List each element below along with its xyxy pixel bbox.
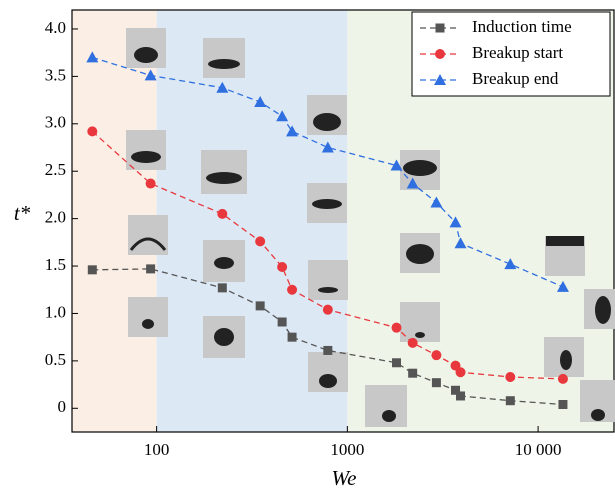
series-line bbox=[92, 56, 564, 288]
thumbnail-blob bbox=[382, 410, 396, 422]
marker bbox=[255, 301, 265, 311]
marker bbox=[449, 216, 462, 228]
thumbnail-blob bbox=[318, 287, 338, 293]
thumbnail-blob bbox=[313, 113, 341, 131]
marker bbox=[145, 178, 156, 189]
marker bbox=[451, 385, 461, 395]
x-tick-label: 1000 bbox=[330, 440, 364, 459]
marker bbox=[556, 280, 569, 292]
marker bbox=[407, 337, 418, 348]
legend-label: Induction time bbox=[472, 17, 572, 36]
thumbnail-blob bbox=[415, 332, 425, 338]
thumbnail-blob bbox=[403, 160, 437, 176]
thumbnail-blob bbox=[319, 374, 337, 388]
legend-marker bbox=[434, 74, 446, 85]
y-tick-label: 0.5 bbox=[45, 350, 66, 369]
marker bbox=[277, 317, 287, 327]
legend-marker bbox=[435, 49, 445, 59]
y-tick-label: 4.0 bbox=[45, 18, 66, 37]
thumbnail-blob bbox=[206, 172, 242, 184]
x-tick-label: 10 000 bbox=[515, 440, 562, 459]
marker bbox=[217, 283, 227, 293]
thumbnail-blob bbox=[591, 409, 605, 421]
thumbnail bbox=[128, 297, 168, 337]
thumbnail-blob bbox=[312, 199, 342, 209]
marker bbox=[505, 396, 515, 406]
thumbnails bbox=[126, 28, 615, 427]
marker bbox=[287, 332, 297, 342]
axes: 100 1000 10 000 0 0.5 1.0 1.5 2.0 2.5 3.0 3.5 4.0 bbox=[45, 9, 615, 459]
y-tick-label: 1.0 bbox=[45, 302, 66, 321]
marker bbox=[558, 399, 568, 409]
legend-label: Breakup end bbox=[472, 69, 559, 88]
marker bbox=[144, 69, 157, 81]
marker bbox=[321, 141, 334, 153]
thumbnail-blob bbox=[142, 319, 154, 329]
marker bbox=[216, 81, 229, 93]
series-line bbox=[92, 268, 564, 406]
marker bbox=[504, 258, 517, 270]
y-tick-label: 3.0 bbox=[45, 113, 66, 132]
y-tick-label: 3.5 bbox=[45, 65, 66, 84]
legend-label: Breakup start bbox=[472, 43, 563, 62]
thumbnail-blob bbox=[131, 151, 161, 163]
marker bbox=[454, 237, 467, 249]
thumbnail-blob bbox=[595, 296, 611, 324]
marker bbox=[86, 51, 99, 63]
thumbnail-blob bbox=[208, 59, 240, 69]
thumbnail bbox=[126, 130, 166, 170]
y-axis-label: t* bbox=[14, 201, 31, 225]
thumbnail bbox=[308, 260, 348, 300]
marker bbox=[456, 391, 466, 401]
thumbnail-blob bbox=[560, 350, 572, 370]
marker bbox=[455, 367, 466, 378]
thumbnail-blob bbox=[214, 257, 234, 269]
marker bbox=[505, 371, 516, 382]
x-axis-label: We bbox=[332, 466, 357, 490]
plot: Induction time Breakup start Breakup end bbox=[86, 11, 611, 409]
y-tick-label: 2.5 bbox=[45, 160, 66, 179]
marker bbox=[391, 322, 402, 333]
marker bbox=[406, 177, 419, 189]
marker bbox=[557, 373, 568, 384]
marker bbox=[390, 159, 403, 171]
marker bbox=[392, 358, 402, 368]
thumbnail-blob bbox=[546, 236, 584, 246]
thumbnail-blob bbox=[406, 244, 434, 264]
thumbnail-blob bbox=[134, 47, 158, 63]
marker bbox=[431, 350, 442, 361]
y-tick-label: 1.5 bbox=[45, 255, 66, 274]
marker bbox=[323, 345, 333, 355]
marker bbox=[146, 264, 156, 274]
thumbnail-blob bbox=[214, 328, 234, 346]
thumbnail bbox=[128, 215, 168, 255]
marker bbox=[276, 110, 289, 122]
x-tick-label: 100 bbox=[144, 440, 170, 459]
marker bbox=[431, 378, 441, 388]
marker bbox=[430, 196, 443, 208]
marker bbox=[217, 208, 228, 219]
thumbnail bbox=[203, 38, 245, 78]
y-tick-label: 0 bbox=[58, 397, 67, 416]
marker bbox=[322, 304, 333, 315]
marker bbox=[277, 261, 288, 272]
marker bbox=[287, 284, 298, 295]
marker bbox=[286, 125, 299, 137]
marker bbox=[87, 265, 97, 275]
marker bbox=[408, 368, 418, 378]
marker bbox=[255, 236, 266, 247]
y-tick-label: 2.0 bbox=[45, 208, 66, 227]
thumbnail-blob bbox=[129, 237, 167, 251]
legend-marker bbox=[435, 23, 445, 33]
marker bbox=[87, 126, 98, 137]
plot-frame bbox=[71, 9, 615, 433]
marker bbox=[254, 95, 267, 107]
